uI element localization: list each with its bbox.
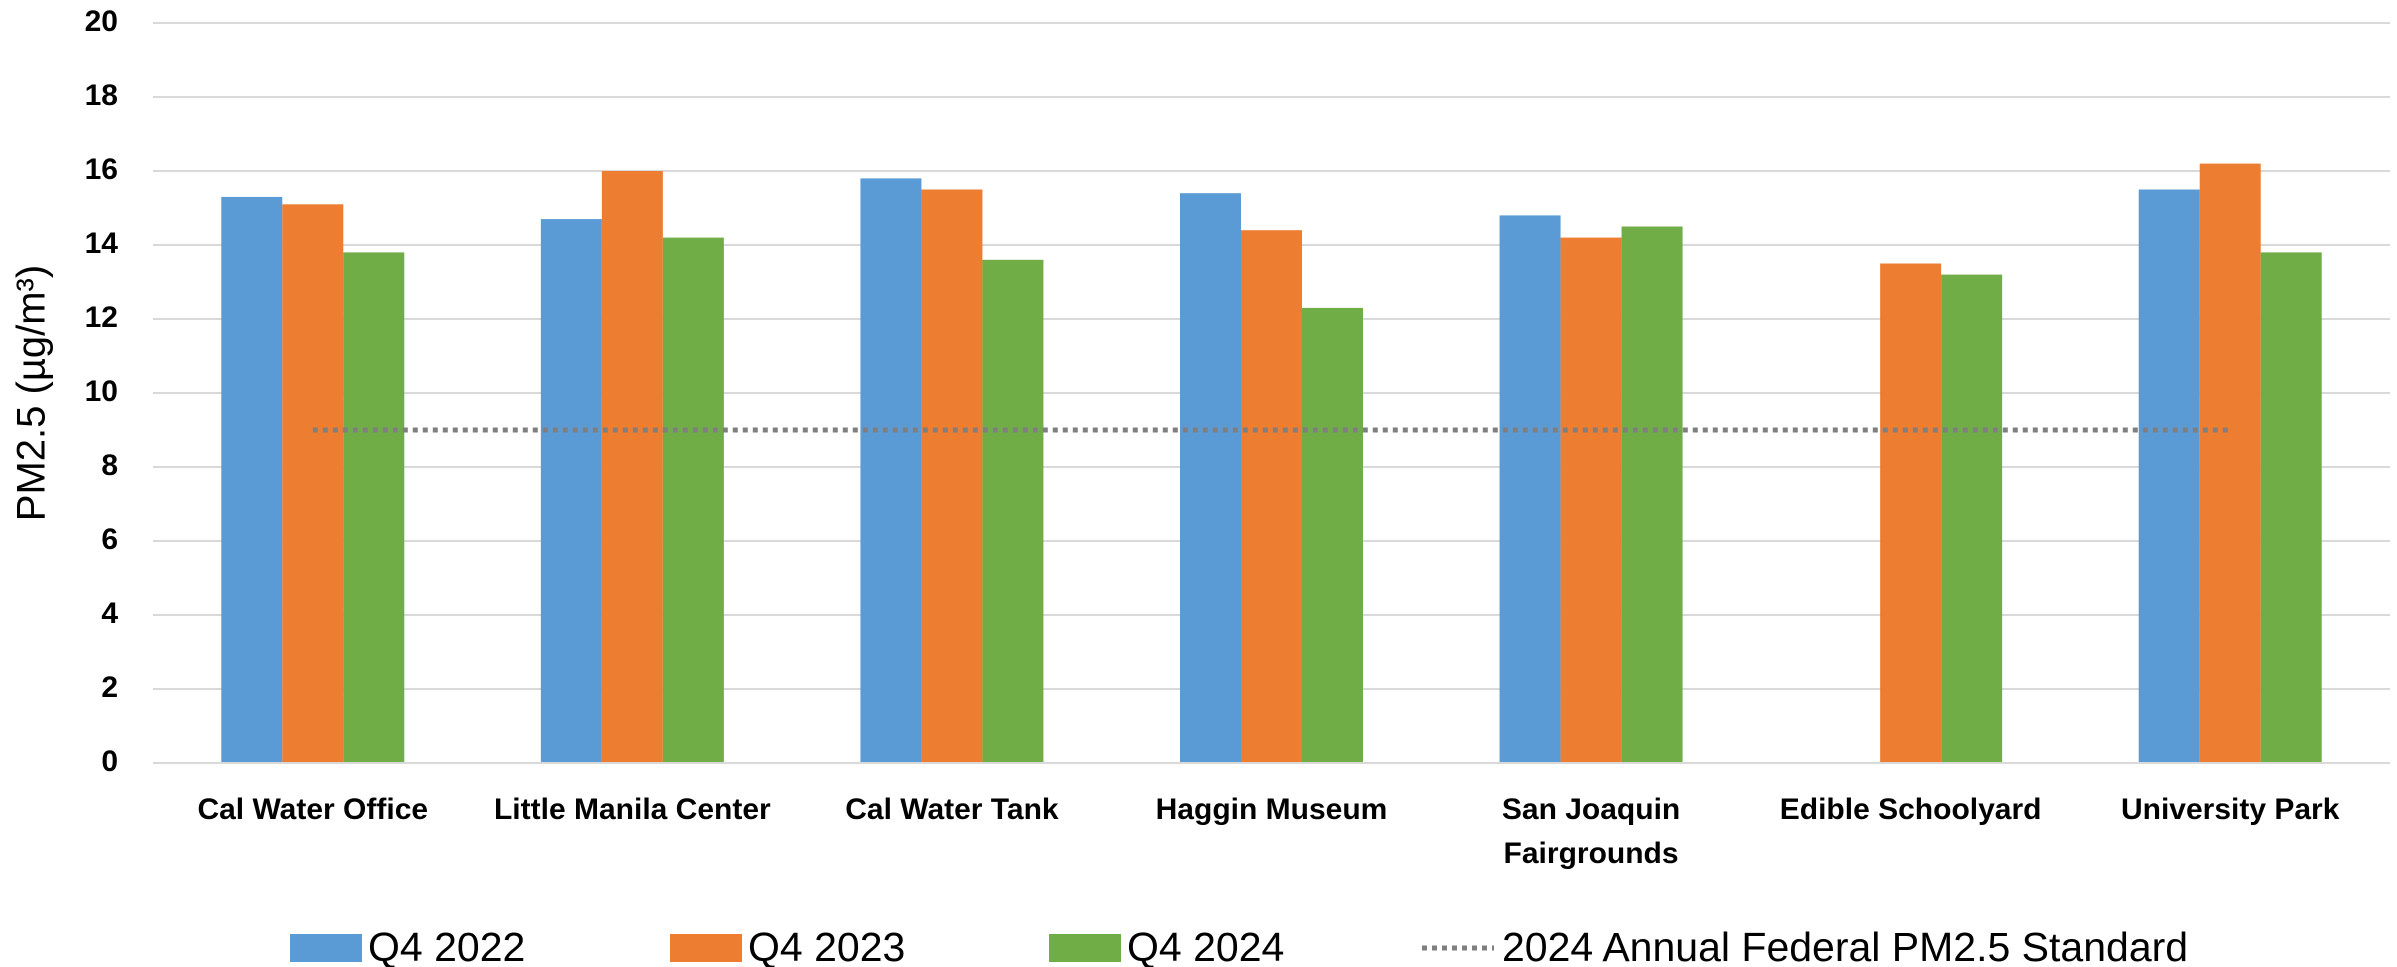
legend-swatch xyxy=(290,934,362,962)
bar xyxy=(982,259,1044,763)
x-tick-label: Cal Water Office xyxy=(197,793,429,826)
bar xyxy=(2138,189,2200,763)
bar xyxy=(1499,215,1561,763)
bar xyxy=(662,237,724,764)
legend-label: Q4 2023 xyxy=(748,924,905,967)
y-tick-label: 4 xyxy=(101,597,118,630)
y-tick-label: 12 xyxy=(85,301,118,334)
bar xyxy=(601,171,663,763)
bar xyxy=(1621,226,1683,763)
x-tick-label: San Joaquin Fairgrounds xyxy=(1501,793,1681,870)
bar xyxy=(221,196,283,763)
x-tick-label: University Park xyxy=(2120,793,2340,826)
x-tick-label: Cal Water Tank xyxy=(845,793,1059,826)
bar xyxy=(1880,263,1942,763)
bar xyxy=(1302,307,1363,763)
y-tick-label: 16 xyxy=(85,153,118,186)
y-tick-label: 6 xyxy=(101,523,118,556)
legend-swatch xyxy=(1049,934,1121,962)
bar xyxy=(540,219,602,764)
y-tick-label: 8 xyxy=(101,449,118,482)
bar xyxy=(2199,163,2261,764)
y-tick-label: 20 xyxy=(85,5,118,38)
bar xyxy=(343,252,405,763)
bar xyxy=(860,178,922,763)
bar xyxy=(282,204,344,764)
x-tick-label: Edible Schoolyard xyxy=(1779,793,2042,826)
legend-label: Q4 2022 xyxy=(368,924,525,967)
y-tick-label: 18 xyxy=(85,79,118,112)
legend-label: 2024 Annual Federal PM2.5 Standard xyxy=(1502,924,2188,967)
y-axis-label: PM2.5 (µg/m³) xyxy=(10,265,54,521)
y-tick-label: 2 xyxy=(101,671,118,704)
y-tick-label: 14 xyxy=(85,227,119,260)
bar xyxy=(1180,193,1241,763)
x-tick-label: Little Manila Center xyxy=(493,793,771,826)
legend-swatch xyxy=(670,934,742,962)
bar xyxy=(1941,274,2003,763)
bar xyxy=(1241,230,1302,763)
y-tick-label: 0 xyxy=(101,745,118,778)
bar xyxy=(1560,237,1622,764)
bar xyxy=(2260,252,2322,763)
x-tick-label: Haggin Museum xyxy=(1155,793,1388,826)
bar xyxy=(921,189,983,763)
legend-label: Q4 2024 xyxy=(1127,924,1284,967)
y-tick-label: 10 xyxy=(85,375,118,408)
